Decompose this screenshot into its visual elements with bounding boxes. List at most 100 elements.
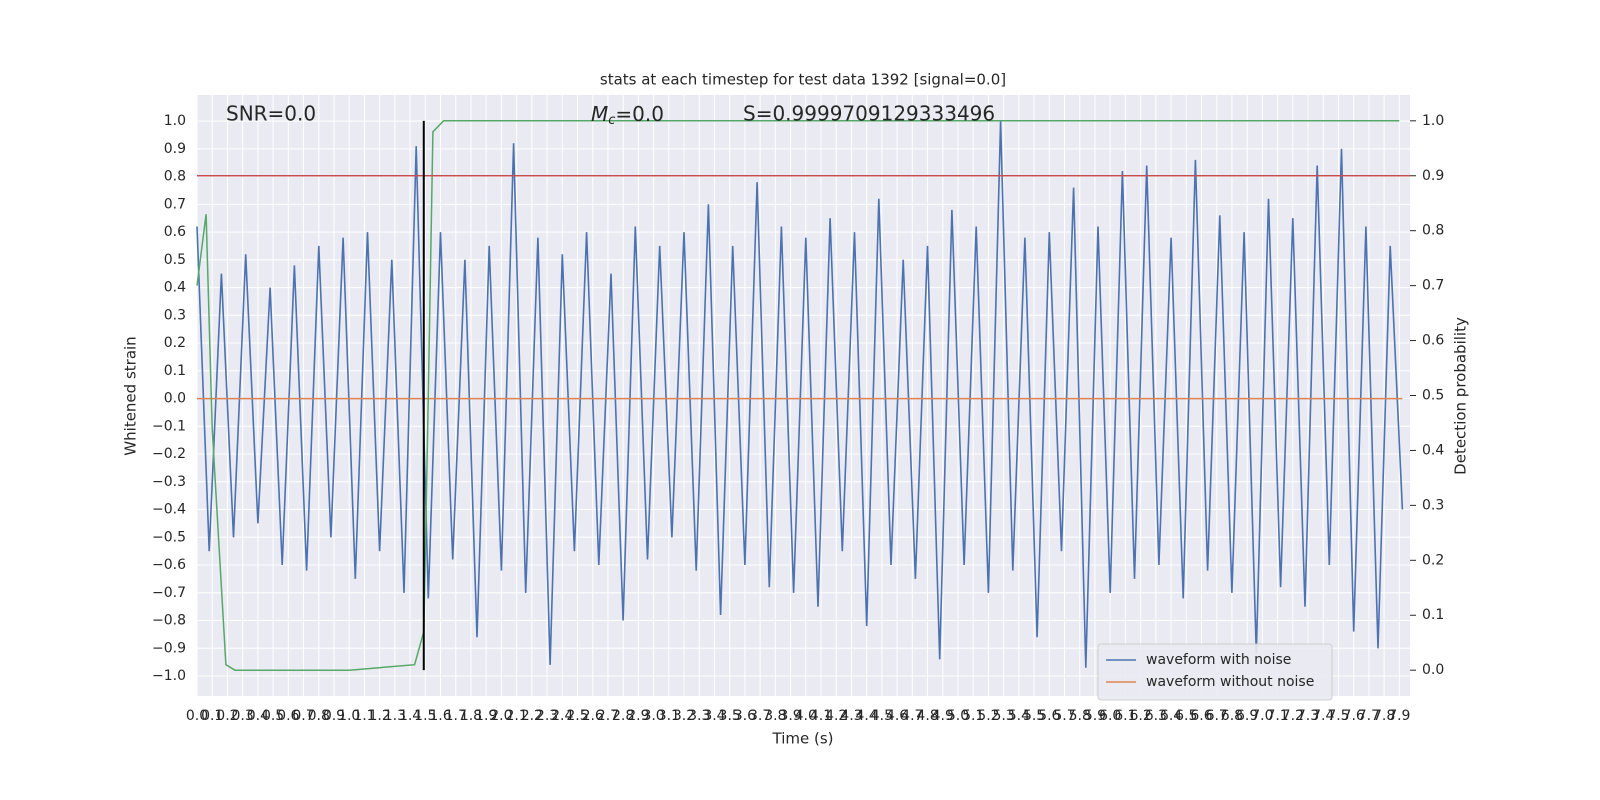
y-tick-label: 0.8 [164, 169, 186, 185]
x-tick-label: 7.9 [1388, 708, 1410, 724]
x-tick-label: 3.4 [703, 708, 725, 724]
y-tick-label: 0.7 [164, 196, 186, 212]
y-tick-label: 0.4 [164, 280, 186, 296]
y-tick-label: −0.9 [152, 640, 186, 656]
x-tick-label: 3.6 [734, 708, 756, 724]
y-tick-label: 0.3 [164, 307, 186, 323]
x-tick-label: 2.8 [612, 708, 634, 724]
x-tick-label: 4.9 [932, 708, 954, 724]
y-tick-label: 0.2 [164, 335, 186, 351]
series-line [196, 120, 1400, 671]
y2-tick-label: 0.7 [1422, 278, 1444, 294]
x-tick-label: 3.3 [688, 708, 710, 724]
x-tick-label: 5.8 [1069, 708, 1091, 724]
x-tick-label: 6.7 [1206, 708, 1228, 724]
x-tick-label: 2.2 [521, 708, 543, 724]
x-tick-label: 7.2 [1282, 708, 1304, 724]
x-tick-label: 7.7 [1358, 708, 1380, 724]
x-tick-label: 5.7 [1053, 708, 1075, 724]
x-tick-label: 4.6 [886, 708, 908, 724]
x-tick-label: 6.0 [1099, 708, 1121, 724]
y2-tick-label: 0.8 [1422, 223, 1444, 239]
x-tick-label: 5.2 [977, 708, 999, 724]
y-axis-label: Whitened strain [122, 336, 140, 455]
y-tick-label: 0.9 [164, 141, 186, 157]
chart-title: stats at each timestep for test data 139… [600, 71, 1006, 89]
y-tick-label: 0.6 [164, 224, 186, 240]
x-tick-label: 6.8 [1221, 708, 1243, 724]
x-tick-label: 3.2 [673, 708, 695, 724]
y-tick-label: −0.3 [152, 474, 186, 490]
y2-tick-label: 0.0 [1422, 662, 1444, 678]
y-tick-label: −1.0 [152, 668, 186, 684]
y2-tick-label: 0.5 [1422, 388, 1444, 404]
x-tick-label: 3.0 [642, 708, 664, 724]
legend: waveform with noise waveform without nois… [1097, 643, 1333, 701]
x-tick-label: 1.7 [445, 708, 467, 724]
x-tick-label: 2.1 [505, 708, 527, 724]
x-tick-label: 5.3 [993, 708, 1015, 724]
y-tick-label: −0.8 [152, 613, 186, 629]
x-tick-label: 1.0 [338, 708, 360, 724]
annotation: SNR=0.0 [226, 102, 316, 126]
plot-area [197, 95, 1410, 696]
x-tick-label: 4.8 [916, 708, 938, 724]
x-tick-label: 1.3 [384, 708, 406, 724]
x-tick-label: 6.4 [1160, 708, 1182, 724]
labels: 0.00.10.20.30.40.50.60.70.80.91.01.11.21… [152, 113, 1444, 724]
x-tick-label: 2.6 [582, 708, 604, 724]
x-tick-label: 6.5 [1175, 708, 1197, 724]
x-tick-label: 3.7 [749, 708, 771, 724]
x-tick-label: 0.5 [262, 708, 284, 724]
y2-tick-label: 0.6 [1422, 333, 1444, 349]
marks [196, 120, 1410, 671]
x-tick-label: 5.1 [962, 708, 984, 724]
annotation-text: =0.0 [615, 102, 664, 126]
x-tick-label: 6.1 [1114, 708, 1136, 724]
x-tick-label: 0.0 [186, 708, 208, 724]
x-tick-label: 5.4 [1008, 708, 1030, 724]
annotation-symbol: M [591, 102, 608, 126]
y-tick-label: −0.6 [152, 557, 186, 573]
x-tick-label: 2.3 [536, 708, 558, 724]
x-tick-label: 7.4 [1312, 708, 1334, 724]
x-tick-label: 5.5 [1023, 708, 1045, 724]
annotation: S=0.9999709129333496 [743, 102, 995, 126]
x-tick-label: 0.7 [292, 708, 314, 724]
x-tick-label: 4.7 [901, 708, 923, 724]
legend-box [1097, 643, 1333, 701]
x-tick-label: 2.0 [490, 708, 512, 724]
y-tick-label: 0.0 [164, 391, 186, 407]
x-tick-label: 2.9 [627, 708, 649, 724]
y-tick-label: −0.4 [152, 502, 186, 518]
y2-tick-label: 0.2 [1422, 552, 1444, 568]
x-tick-label: 0.9 [323, 708, 345, 724]
x-tick-label: 2.4 [551, 708, 573, 724]
x-axis-label: Time (s) [772, 730, 834, 748]
y-tick-label: −0.5 [152, 529, 186, 545]
x-tick-label: 1.8 [460, 708, 482, 724]
y-tick-label: 0.5 [164, 252, 186, 268]
x-tick-label: 2.7 [597, 708, 619, 724]
y-tick-label: −0.2 [152, 446, 186, 462]
y-tick-label: 1.0 [164, 113, 186, 129]
y2-tick-label: 0.9 [1422, 168, 1444, 184]
x-tick-label: 4.0 [795, 708, 817, 724]
x-tick-label: 1.9 [475, 708, 497, 724]
y2-tick-label: 0.3 [1422, 497, 1444, 513]
x-tick-label: 7.6 [1343, 708, 1365, 724]
legend-label: waveform with noise [1146, 652, 1291, 668]
y2-tick-label: 0.1 [1422, 607, 1444, 623]
x-tick-label: 3.9 [779, 708, 801, 724]
x-tick-label: 3.1 [658, 708, 680, 724]
annotation-subscript: c [608, 113, 615, 128]
y-tick-label: 0.1 [164, 363, 186, 379]
x-tick-label: 6.3 [1145, 708, 1167, 724]
x-tick-label: 0.1 [201, 708, 223, 724]
x-tick-label: 5.6 [1038, 708, 1060, 724]
y2-tick-label: 1.0 [1422, 113, 1444, 129]
x-tick-label: 5.0 [947, 708, 969, 724]
x-tick-label: 4.2 [825, 708, 847, 724]
x-tick-label: 3.5 [719, 708, 741, 724]
x-tick-label: 1.2 [369, 708, 391, 724]
